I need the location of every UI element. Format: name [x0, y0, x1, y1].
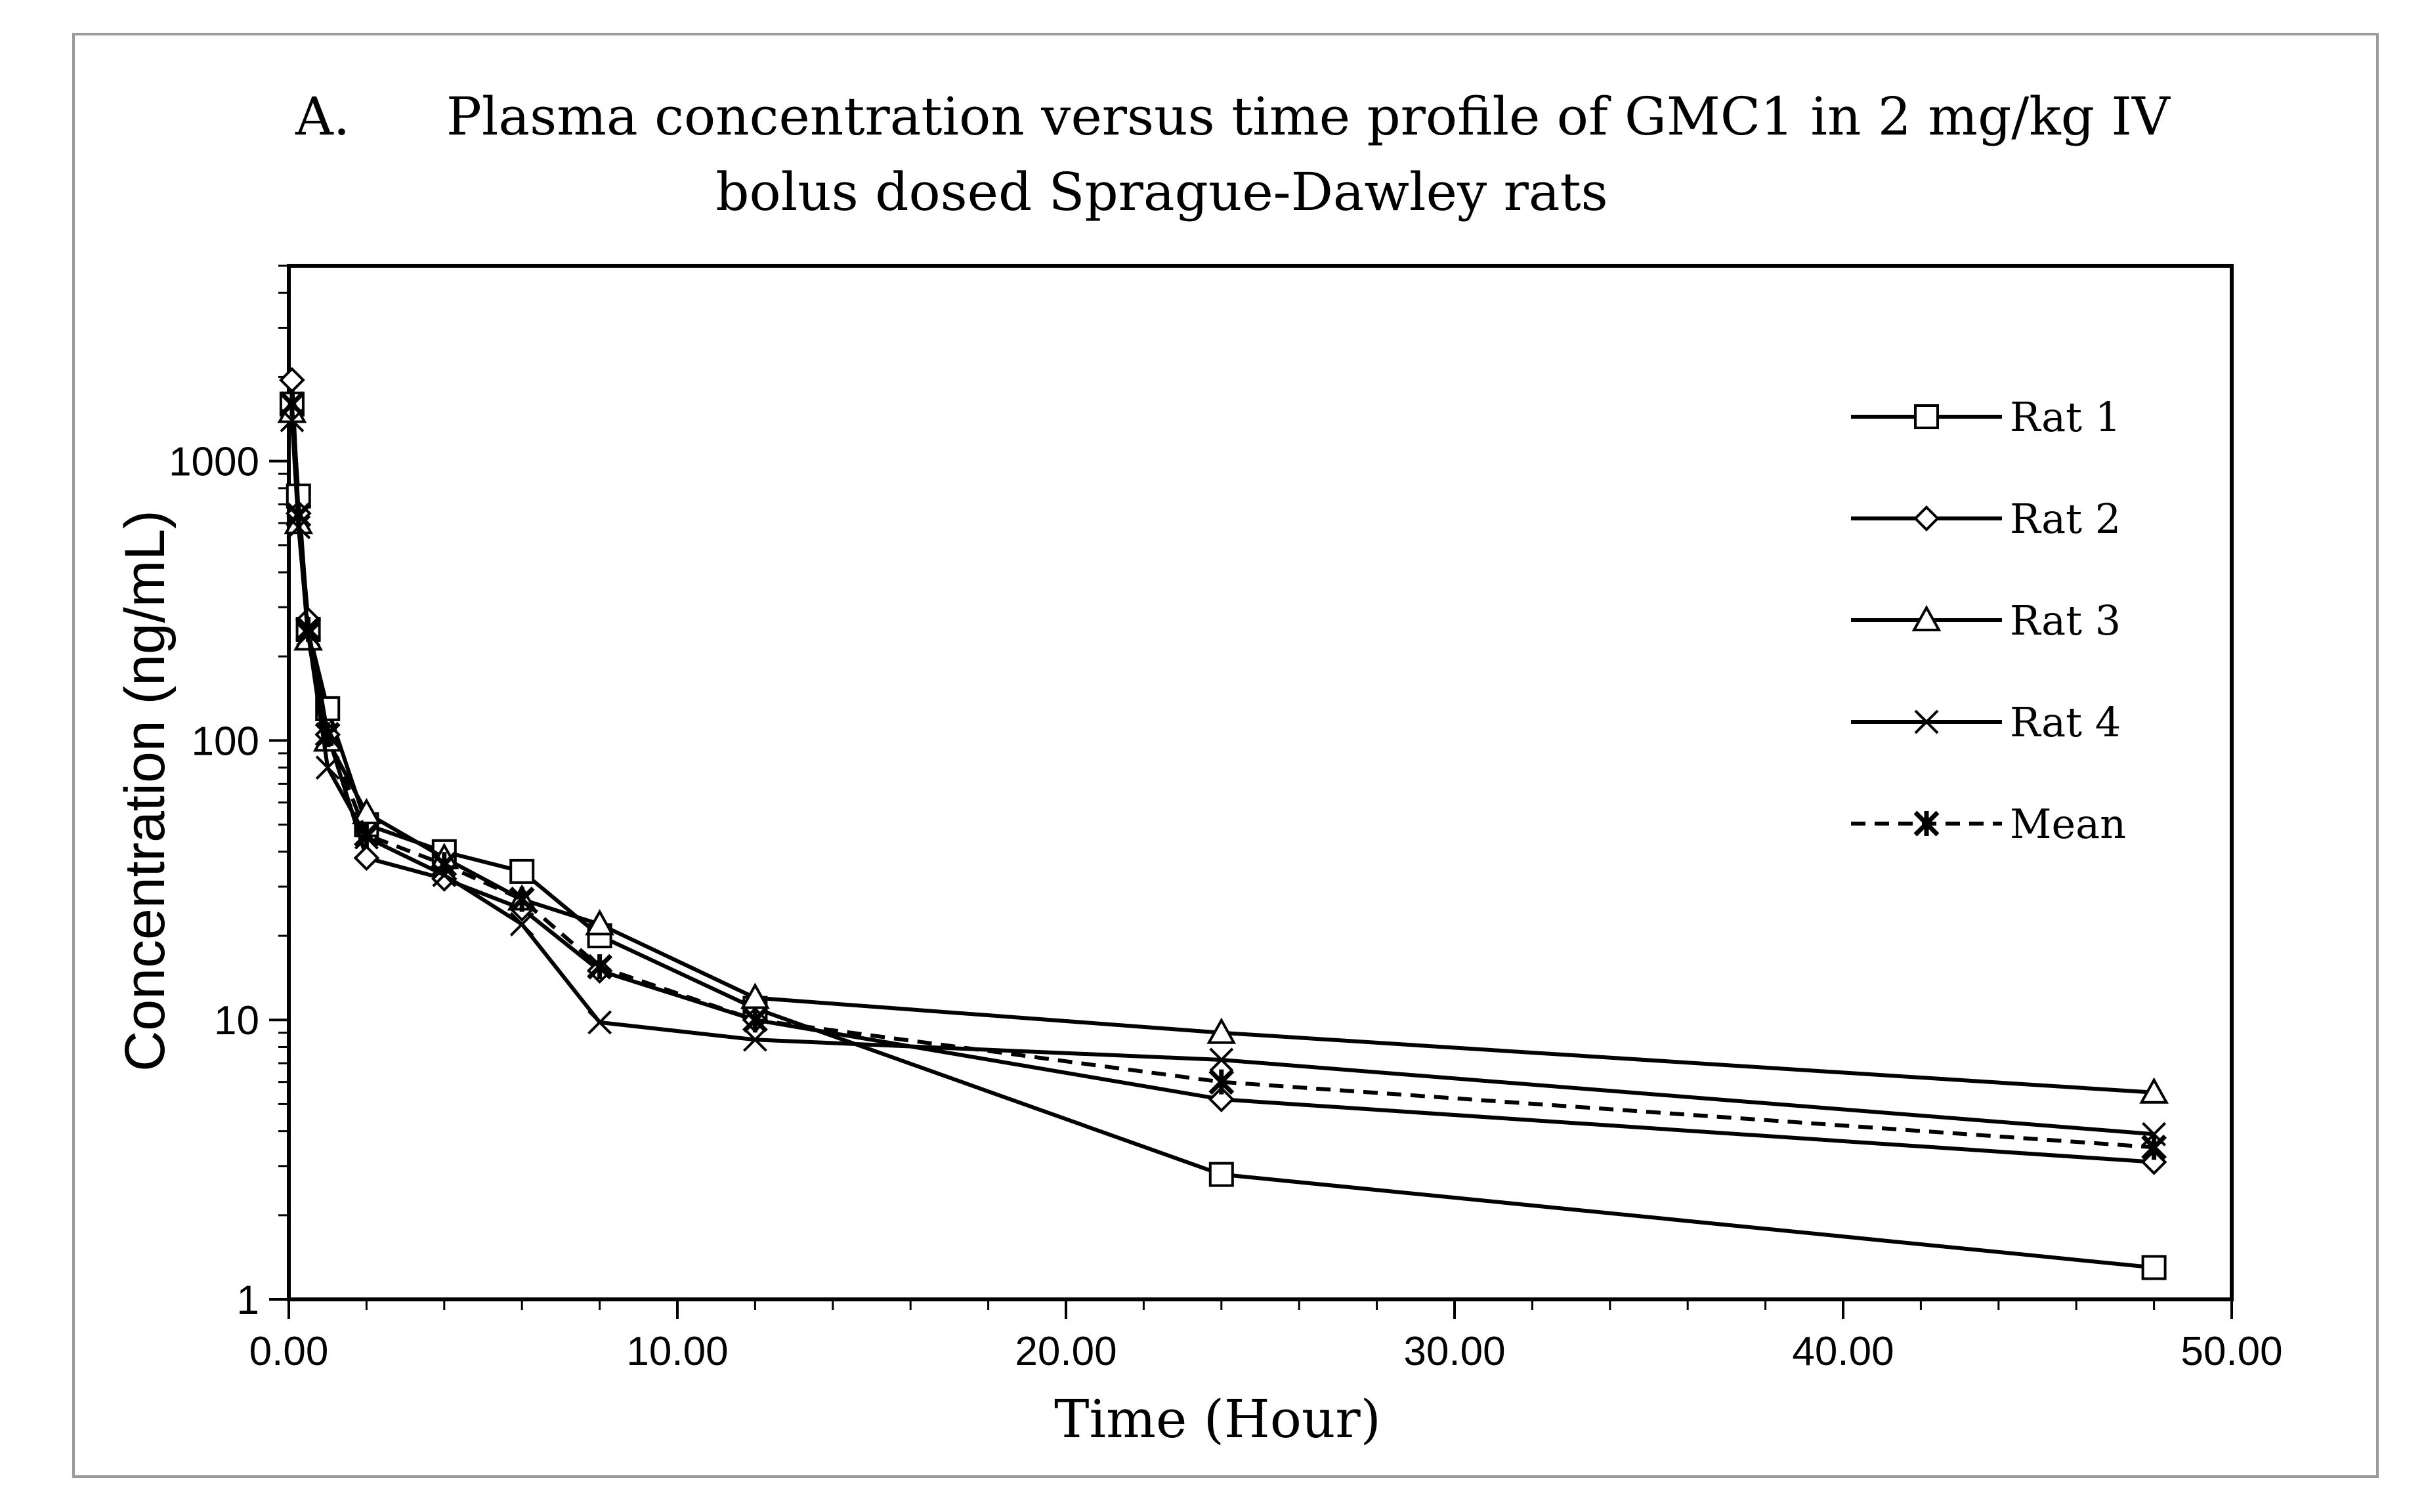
legend-marker	[1911, 604, 1942, 631]
data-point-rat-2	[353, 845, 380, 872]
marker-diamond	[279, 367, 305, 393]
marker-triangle	[2139, 1077, 2169, 1104]
data-point-mean	[279, 391, 305, 417]
figure-frame	[72, 33, 2379, 1478]
x-tick-label: 50.00	[2181, 1329, 2282, 1374]
chart-title-line1: Plasma concentration versus time profile…	[446, 86, 2171, 147]
chart-title-line2: bolus dosed Sprague-Dawley rats	[715, 161, 1607, 222]
legend-label: Rat 3	[2010, 597, 2121, 644]
data-point-rat-4	[1209, 1047, 1234, 1072]
marker-x-stroke	[315, 755, 340, 780]
data-point-rat-2	[1208, 1086, 1235, 1112]
data-point-rat-1	[509, 858, 535, 884]
data-point-mean	[314, 721, 341, 747]
y-tick-label: 1000	[169, 440, 259, 485]
marker-triangle	[1911, 604, 1942, 631]
marker-x-stroke	[1209, 1047, 1234, 1072]
data-point-rat-4	[509, 912, 534, 936]
x-tick-label: 30.00	[1403, 1329, 1505, 1374]
data-point-mean	[286, 502, 312, 528]
marker-diamond	[1208, 1086, 1235, 1112]
data-point-mean	[509, 887, 535, 913]
x-tick-label: 10.00	[626, 1329, 728, 1374]
y-tick-label: 100	[192, 719, 259, 764]
marker-x-stroke	[509, 912, 534, 936]
data-point-mean	[2141, 1134, 2167, 1160]
legend: Rat 1 Rat 2 Rat 3 Rat 4 Mean	[1851, 393, 2126, 848]
data-point-rat-4	[742, 1027, 767, 1052]
y-tick-label: 10	[214, 998, 259, 1043]
data-point-mean	[587, 954, 613, 980]
legend-item-rat-4: Rat 4	[1851, 698, 2121, 746]
data-point-mean	[1208, 1069, 1235, 1095]
legend-marker	[1914, 709, 1939, 734]
legend-marker	[1914, 404, 1939, 429]
x-tick-label: 20.00	[1015, 1329, 1117, 1374]
marker-square	[2141, 1255, 2167, 1280]
legend-marker	[1913, 505, 1940, 532]
marker-triangle	[585, 909, 615, 936]
legend-marker	[1913, 810, 1940, 837]
series-mean	[279, 391, 2167, 1160]
legend-label: Mean	[2010, 800, 2126, 848]
legend-item-mean: Mean	[1851, 800, 2126, 848]
legend-label: Rat 1	[2010, 393, 2121, 441]
x-axis-title: Time (Hour)	[1054, 1389, 1381, 1450]
marker-triangle	[1206, 1017, 1237, 1044]
plot-area: 1 10 100 1000 0.00 10.00 20.00 30.00 40.00 50.00	[169, 264, 2283, 1374]
data-point-rat-3	[585, 909, 615, 936]
marker-diamond	[2140, 1148, 2167, 1175]
y-tick-label: 1	[237, 1278, 259, 1323]
data-point-rat-1	[1208, 1162, 1234, 1187]
data-point-rat-2	[2140, 1148, 2167, 1175]
data-point-rat-1	[2141, 1255, 2167, 1280]
marker-x-stroke	[742, 1027, 767, 1052]
plot-frame	[287, 264, 2234, 1301]
title-prefix: A.	[295, 86, 350, 147]
data-point-mean	[353, 822, 379, 848]
data-point-rat-3	[1206, 1017, 1237, 1044]
marker-square	[1914, 404, 1939, 429]
legend-item-rat-1: Rat 1	[1851, 393, 2121, 441]
data-point-rat-4	[315, 755, 340, 780]
data-point-rat-3	[2139, 1077, 2169, 1104]
legend-label: Rat 4	[2010, 698, 2121, 746]
legend-label: Rat 2	[2010, 495, 2121, 543]
data-point-mean	[742, 1007, 768, 1033]
marker-x-stroke	[587, 1010, 612, 1035]
data-point-mean	[431, 851, 458, 877]
marker-square	[1208, 1162, 1234, 1187]
marker-square	[509, 858, 535, 884]
marker-diamond	[1913, 505, 1940, 532]
data-point-rat-2	[279, 367, 305, 393]
legend-item-rat-3: Rat 3	[1851, 597, 2121, 644]
x-tick-label: 0.00	[249, 1329, 329, 1374]
marker-diamond	[353, 845, 380, 872]
data-point-mean	[295, 616, 322, 642]
x-tick-label: 40.00	[1792, 1329, 1894, 1374]
data-point-rat-4	[587, 1010, 612, 1035]
legend-item-rat-2: Rat 2	[1851, 495, 2121, 543]
y-axis-title: Concentration (ng/mL)	[114, 510, 177, 1072]
marker-x-stroke	[1914, 709, 1939, 734]
